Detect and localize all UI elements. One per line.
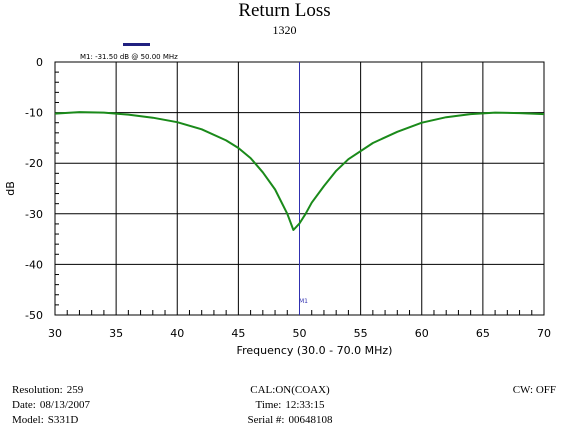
footer-left: Resolution: 259 Date: 08/13/2007 Model: S33… <box>12 383 90 428</box>
date-value: 08/13/2007 <box>39 399 90 411</box>
model-label: Model: <box>12 414 44 426</box>
x-tick-label: 55 <box>354 327 368 340</box>
serial-value: 00648108 <box>288 414 333 426</box>
y-tick-label: -50 <box>25 309 43 322</box>
resolution-label: Resolution: <box>12 384 63 396</box>
model-row: Model: S331D <box>12 413 90 428</box>
return-loss-chart: 30 35 40 45 50 55 60 65 70 0 -10 -20 -30 -40 -50 Freque… <box>4 43 551 357</box>
y-tick-label: -20 <box>25 157 43 170</box>
cw-status: CW: OFF <box>512 384 556 396</box>
x-tick-label: 45 <box>231 327 245 340</box>
y-tick-label: -40 <box>25 258 43 271</box>
x-tick-label: 40 <box>170 327 184 340</box>
chart-title: Return Loss <box>238 0 331 21</box>
footer-center: CAL:ON(COAX) Time: 12:33:15 Serial #: 0064… <box>190 383 390 428</box>
cal-status: CAL:ON(COAX) <box>250 384 330 396</box>
y-tick-label: -30 <box>25 208 43 221</box>
resolution-value: 259 <box>66 384 84 396</box>
marker-readout: M1: -31.50 dB @ 50.00 MHz <box>80 53 178 61</box>
legend-bar <box>123 43 150 46</box>
y-tick-label: 0 <box>36 56 43 69</box>
time-row: Time: 12:33:15 <box>190 398 390 413</box>
chart-subtitle: 1320 <box>272 23 297 37</box>
marker-label: M1 <box>299 298 308 305</box>
return-loss-series <box>54 111 545 231</box>
model-value: S331D <box>47 414 79 426</box>
x-tick-label: 60 <box>415 327 429 340</box>
x-tick-label: 50 <box>293 327 307 340</box>
x-axis-label: Frequency (30.0 - 70.0 MHz) <box>237 344 393 357</box>
x-tick-label: 35 <box>109 327 123 340</box>
resolution-row: Resolution: 259 <box>12 383 90 398</box>
x-tick-label: 65 <box>476 327 490 340</box>
serial-label: Serial #: <box>247 414 285 426</box>
y-axis-label: dB <box>4 181 17 196</box>
y-tick-label: -10 <box>25 107 43 120</box>
time-label: Time: <box>255 399 282 411</box>
footer-right: CW: OFF <box>470 383 556 398</box>
date-label: Date: <box>12 399 36 411</box>
x-tick-label: 30 <box>48 327 62 340</box>
time-value: 12:33:15 <box>285 399 325 411</box>
date-row: Date: 08/13/2007 <box>12 398 90 413</box>
serial-row: Serial #: 00648108 <box>190 413 390 428</box>
x-tick-label: 70 <box>537 327 551 340</box>
